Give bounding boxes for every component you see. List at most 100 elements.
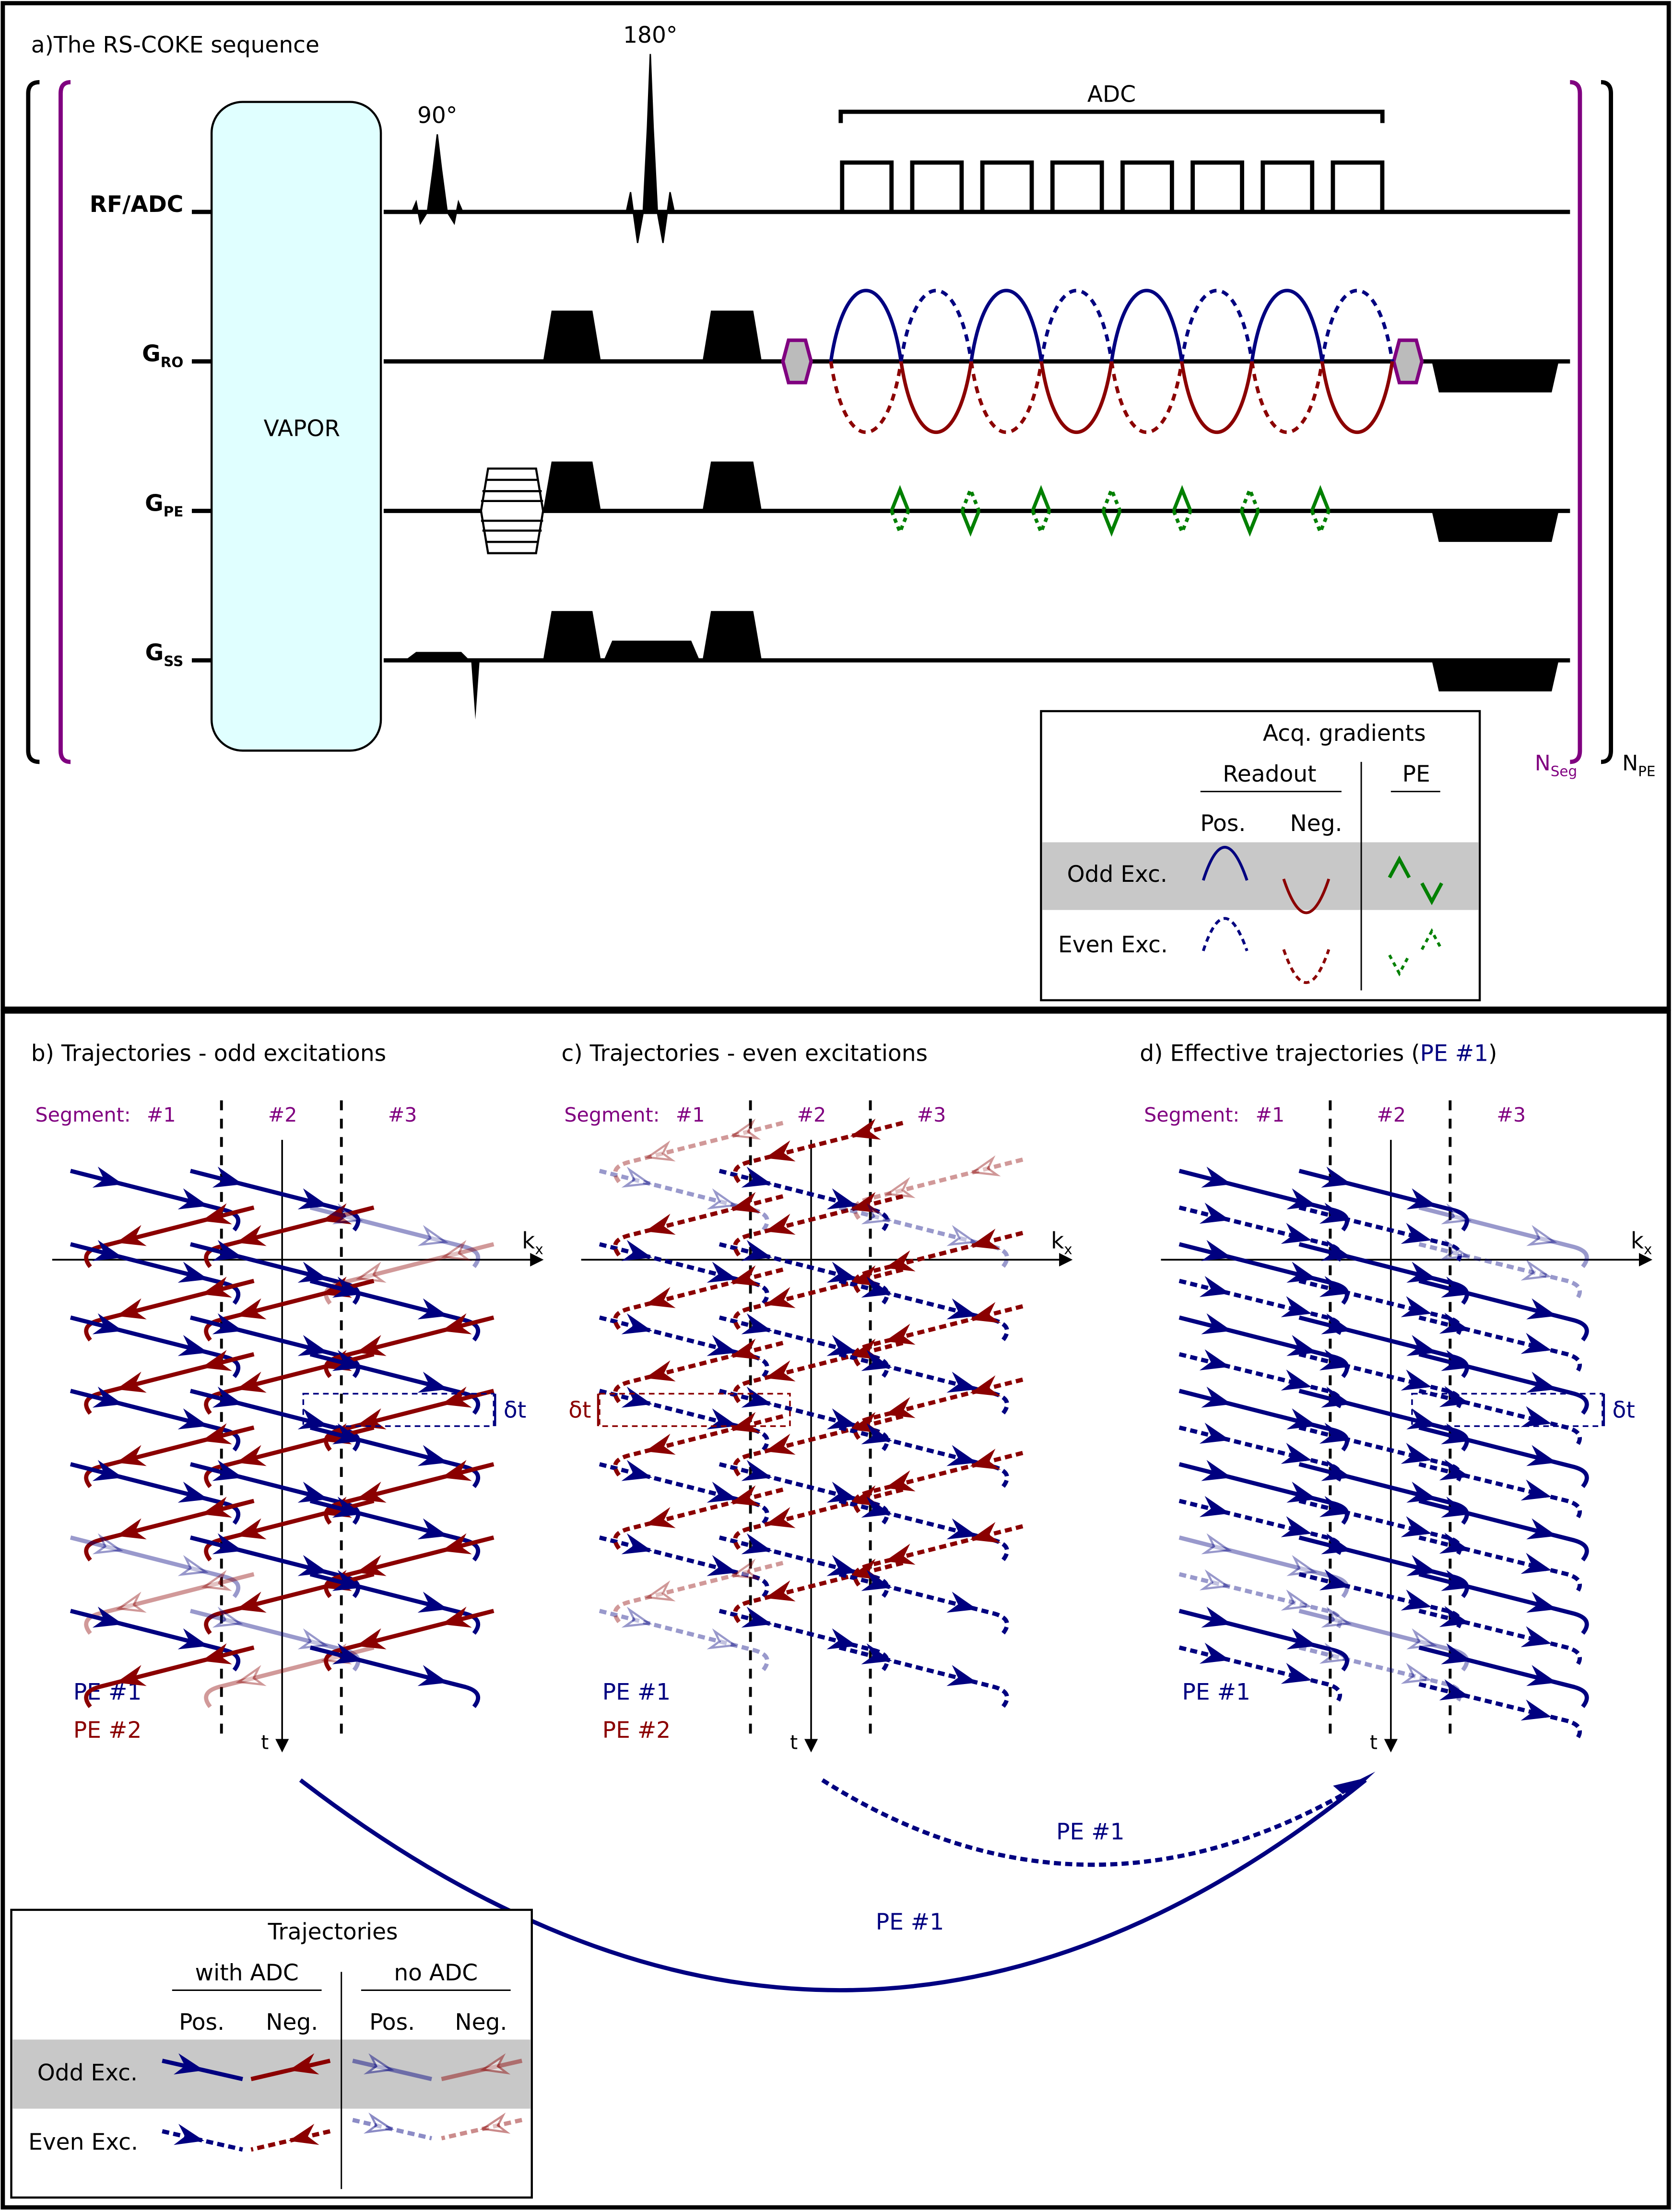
trajectory-arrow-icon bbox=[730, 1118, 761, 1140]
trajectory-arrow-icon bbox=[707, 1408, 738, 1429]
trajectory-arrow-icon bbox=[441, 1606, 472, 1628]
trajectory-arrow-icon bbox=[1321, 1240, 1352, 1261]
odd-to-effective-arrow bbox=[299, 1778, 1367, 1992]
trajectory-line bbox=[324, 1242, 495, 1305]
trajectory-arrow-icon bbox=[765, 1214, 796, 1235]
trajectory-line bbox=[189, 1169, 361, 1232]
trajectory-arrow-icon bbox=[826, 1335, 858, 1356]
trajectory-arrow-icon bbox=[1199, 1276, 1230, 1297]
trajectory-arrow-icon bbox=[645, 1433, 676, 1455]
trajectory-arrow-icon bbox=[297, 1408, 329, 1429]
gss-spoiler bbox=[1432, 660, 1559, 691]
segment-1-label: #1 bbox=[147, 1103, 176, 1126]
trajectory-arrow-icon bbox=[332, 1570, 363, 1591]
trajectory-arrow-icon bbox=[1439, 1533, 1470, 1554]
pe-blip-up bbox=[1172, 485, 1192, 512]
trajectory-line bbox=[1178, 1645, 1343, 1706]
trajectory-arrow-icon bbox=[1321, 1606, 1352, 1628]
trajectory-arrow-icon bbox=[1319, 1203, 1350, 1224]
trajectory-arrow-icon bbox=[236, 1592, 267, 1613]
pe-blip-up bbox=[890, 485, 910, 512]
trajectory-arrow-icon bbox=[1319, 1276, 1350, 1297]
segment-label: Segment: bbox=[35, 1103, 131, 1126]
trajectory-arrow-icon bbox=[1406, 1628, 1437, 1650]
trajectory-line bbox=[1178, 1498, 1343, 1559]
readout-lobe-positive bbox=[1250, 289, 1324, 362]
trajectory-arrow-icon bbox=[1406, 1408, 1437, 1429]
kx-label: kx bbox=[1051, 1228, 1072, 1258]
trajectory-arrow-icon bbox=[212, 1166, 243, 1188]
trajectory-line bbox=[853, 1157, 1024, 1220]
trajectory-arrow-icon bbox=[621, 1240, 652, 1261]
trajectory-arrow-icon bbox=[1281, 1589, 1312, 1611]
even-pos-lobe-icon bbox=[1202, 917, 1249, 951]
trajectory-arrow-icon bbox=[826, 1262, 858, 1283]
traj-legend-title: Trajectories bbox=[268, 1919, 398, 1945]
trajectory-arrow-icon bbox=[417, 1371, 448, 1393]
traj-legend-even: Even Exc. bbox=[28, 2129, 138, 2155]
trajectory-arrow-icon bbox=[1406, 1555, 1437, 1576]
odd-pos-noadc-icon bbox=[352, 2059, 432, 2082]
trajectory-arrow-icon bbox=[236, 1225, 267, 1246]
trajectory-line bbox=[1178, 1352, 1343, 1412]
trajectory-arrow-icon bbox=[621, 1166, 652, 1188]
trajectory-arrow-icon bbox=[1406, 1335, 1437, 1356]
trajectory-arrow-icon bbox=[177, 1188, 209, 1210]
trajectory-arrow-icon bbox=[1441, 1497, 1472, 1518]
trajectory-arrow-icon bbox=[741, 1386, 772, 1408]
segment-1-label: #1 bbox=[676, 1103, 705, 1126]
pe-blip-down bbox=[1031, 510, 1051, 537]
trajectory-arrow-icon bbox=[970, 1449, 1001, 1470]
trajectory-line bbox=[84, 1498, 255, 1562]
kx-label: kx bbox=[1631, 1228, 1652, 1258]
trajectory-arrow-icon bbox=[645, 1214, 676, 1235]
trajectory-arrow-icon bbox=[355, 1335, 387, 1356]
gss-slice-select-180 bbox=[603, 640, 700, 661]
trajectory-arrow-icon bbox=[1401, 1442, 1432, 1464]
rf-90-pulse bbox=[411, 134, 464, 225]
trajectory-line bbox=[1298, 1169, 1469, 1232]
trajectory-arrow-icon bbox=[92, 1166, 123, 1188]
even-pos-adc-icon bbox=[162, 2129, 243, 2152]
trajectory-line bbox=[84, 1278, 255, 1342]
trajectory-line bbox=[204, 1425, 375, 1488]
trajectory-line bbox=[838, 1572, 1009, 1635]
segment-2-label: #2 bbox=[268, 1103, 297, 1126]
trajectory-arrow-icon bbox=[1406, 1481, 1437, 1503]
trajectory-arrow-icon bbox=[861, 1423, 892, 1445]
trajectory-arrow-icon bbox=[1286, 1188, 1318, 1210]
panel-d: Segment: #1 #2 #3 kx t PE #1 δt bbox=[1144, 1100, 1653, 1754]
trajectory-arrow-icon bbox=[355, 1262, 387, 1283]
trajectory-arrow-icon bbox=[1441, 1350, 1472, 1371]
trajectory-arrow-icon bbox=[621, 1386, 652, 1408]
trajectory-arrow-icon bbox=[826, 1408, 858, 1429]
readout-lobe-negative bbox=[899, 361, 973, 434]
trajectory-arrow-icon bbox=[1286, 1262, 1318, 1283]
trajectory-line bbox=[70, 1535, 241, 1598]
trajectory-arrow-icon bbox=[1441, 1203, 1472, 1225]
trajectory-arrow-icon bbox=[884, 1323, 916, 1345]
panel-a-title: a)The RS-COKE sequence bbox=[31, 32, 319, 59]
trajectory-arrow-icon bbox=[1201, 1166, 1232, 1188]
segment-1-label: #1 bbox=[1255, 1103, 1284, 1126]
delta-t-box bbox=[302, 1393, 495, 1427]
trajectory-arrow-icon bbox=[884, 1177, 916, 1198]
trajectory-line bbox=[324, 1535, 495, 1598]
trajectory-arrow-icon bbox=[1201, 1606, 1232, 1628]
trajectory-arrow-icon bbox=[201, 1276, 232, 1298]
trajectory-line bbox=[1418, 1609, 1582, 1669]
trajectory-arrow-icon bbox=[92, 1313, 123, 1334]
trajectory-arrow-icon bbox=[850, 1118, 881, 1140]
trajectory-arrow-icon bbox=[1199, 1569, 1230, 1591]
pulse-180-label: 180° bbox=[623, 22, 677, 48]
traj-legend-pos-noadc: Pos. bbox=[369, 2009, 415, 2036]
trajectory-arrow-icon bbox=[417, 1225, 448, 1246]
trajectory-arrow-icon bbox=[364, 2053, 394, 2075]
gro-crusher-1 bbox=[543, 310, 601, 362]
trajectory-arrow-icon bbox=[297, 1555, 329, 1576]
trajectory-arrow-icon bbox=[707, 1481, 738, 1503]
trajectory-arrow-icon bbox=[946, 1445, 978, 1466]
trajectory-arrow-icon bbox=[1321, 1166, 1352, 1188]
trajectory-arrow-icon bbox=[861, 1570, 892, 1591]
trajectory-arrow-icon bbox=[1201, 1240, 1232, 1261]
